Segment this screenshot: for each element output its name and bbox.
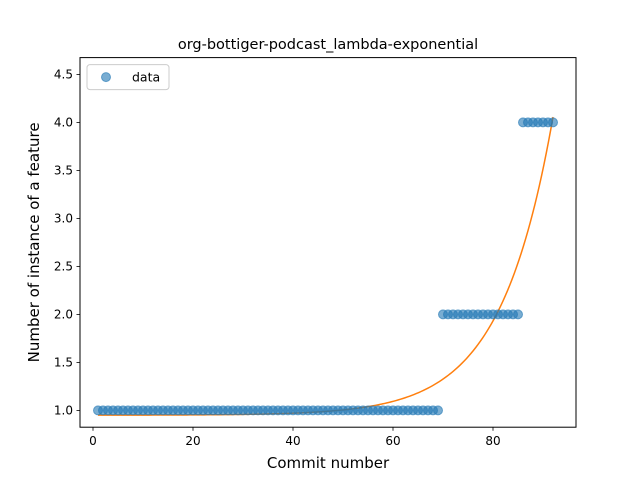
chart-title: org-bottiger-podcast_lambda-exponential: [178, 37, 478, 53]
y-tick-label: 1.0: [54, 404, 73, 418]
y-tick-label: 3.5: [54, 164, 73, 178]
plot-area: [80, 57, 576, 428]
legend: data: [86, 64, 170, 91]
y-axis-ticks: 1.0 1.5 2.0 2.5 3.0 3.5 4.0 4.5: [54, 68, 80, 418]
data-point: [433, 405, 443, 416]
y-tick-label: 2.5: [54, 260, 73, 274]
x-tick-label: 20: [185, 434, 200, 448]
data-point: [548, 117, 558, 128]
legend-box: [86, 64, 170, 91]
data-points-layer: [93, 117, 558, 416]
x-tick-label: 0: [89, 434, 97, 448]
y-tick-label: 3.0: [54, 212, 73, 226]
y-axis-label: Number of instance of a feature: [25, 122, 43, 362]
y-tick-label: 4.5: [54, 68, 73, 82]
x-axis-label: Commit number: [267, 454, 390, 472]
legend-label-data: data: [132, 70, 160, 85]
x-axis-ticks: 0 20 40 60 80: [89, 427, 501, 448]
y-tick-label: 4.0: [54, 116, 73, 130]
plot-frame: [79, 57, 577, 428]
x-tick-label: 40: [285, 434, 300, 448]
x-tick-label: 60: [385, 434, 400, 448]
data-point: [513, 309, 523, 320]
x-tick-label: 80: [485, 434, 500, 448]
legend-marker-data: [101, 72, 111, 83]
y-tick-label: 2.0: [54, 308, 73, 322]
y-tick-label: 1.5: [54, 356, 73, 370]
